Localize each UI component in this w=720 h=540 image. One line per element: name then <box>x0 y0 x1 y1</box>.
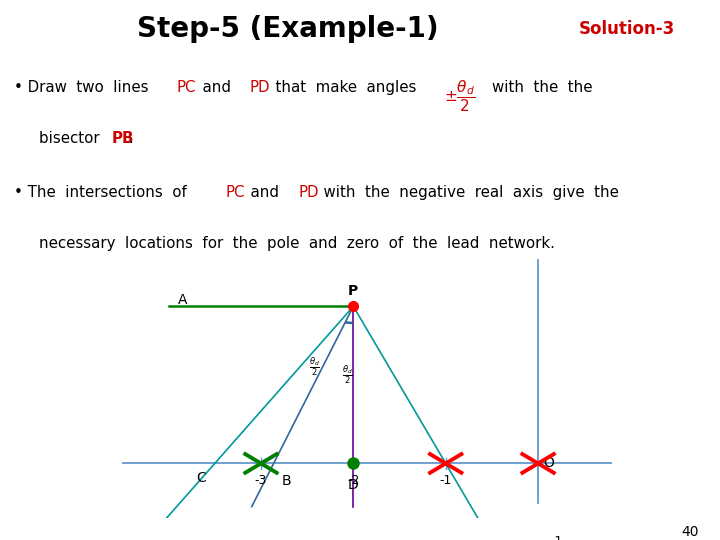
Text: PC: PC <box>176 80 196 96</box>
Text: D: D <box>348 478 359 492</box>
Text: O: O <box>544 456 554 470</box>
Text: .: . <box>128 131 133 146</box>
Text: and: and <box>193 80 240 96</box>
Text: $\frac{\theta_d}{2}$: $\frac{\theta_d}{2}$ <box>309 356 320 379</box>
Text: PD: PD <box>298 185 319 200</box>
Text: with  the  the: with the the <box>492 80 593 96</box>
Text: B: B <box>282 474 292 488</box>
Text: Step-5 (Example-1): Step-5 (Example-1) <box>138 15 438 43</box>
Text: • Draw  two  lines: • Draw two lines <box>14 80 158 96</box>
Text: -3: -3 <box>255 474 267 487</box>
Text: A: A <box>178 293 187 307</box>
Text: $\frac{\theta_d}{2}$: $\frac{\theta_d}{2}$ <box>342 364 354 387</box>
Text: PB: PB <box>112 131 135 146</box>
Text: necessary  locations  for  the  pole  and  zero  of  the  lead  network.: necessary locations for the pole and zer… <box>39 236 555 251</box>
Text: that  make  angles: that make angles <box>266 80 426 96</box>
Text: P: P <box>348 285 359 299</box>
Text: PD: PD <box>250 80 270 96</box>
Text: Solution-3: Solution-3 <box>578 20 675 38</box>
Text: -1: -1 <box>550 536 562 540</box>
Text: $\pm\dfrac{\theta_d}{2}$: $\pm\dfrac{\theta_d}{2}$ <box>444 78 476 114</box>
Text: -1: -1 <box>439 474 452 487</box>
Text: • The  intersections  of: • The intersections of <box>14 185 197 200</box>
Text: and: and <box>241 185 289 200</box>
Text: -2: -2 <box>347 474 359 487</box>
Text: bisector: bisector <box>39 131 109 146</box>
Text: PC: PC <box>225 185 245 200</box>
Text: with  the  negative  real  axis  give  the: with the negative real axis give the <box>315 185 619 200</box>
Text: C: C <box>196 470 206 484</box>
Text: 40: 40 <box>681 525 698 539</box>
